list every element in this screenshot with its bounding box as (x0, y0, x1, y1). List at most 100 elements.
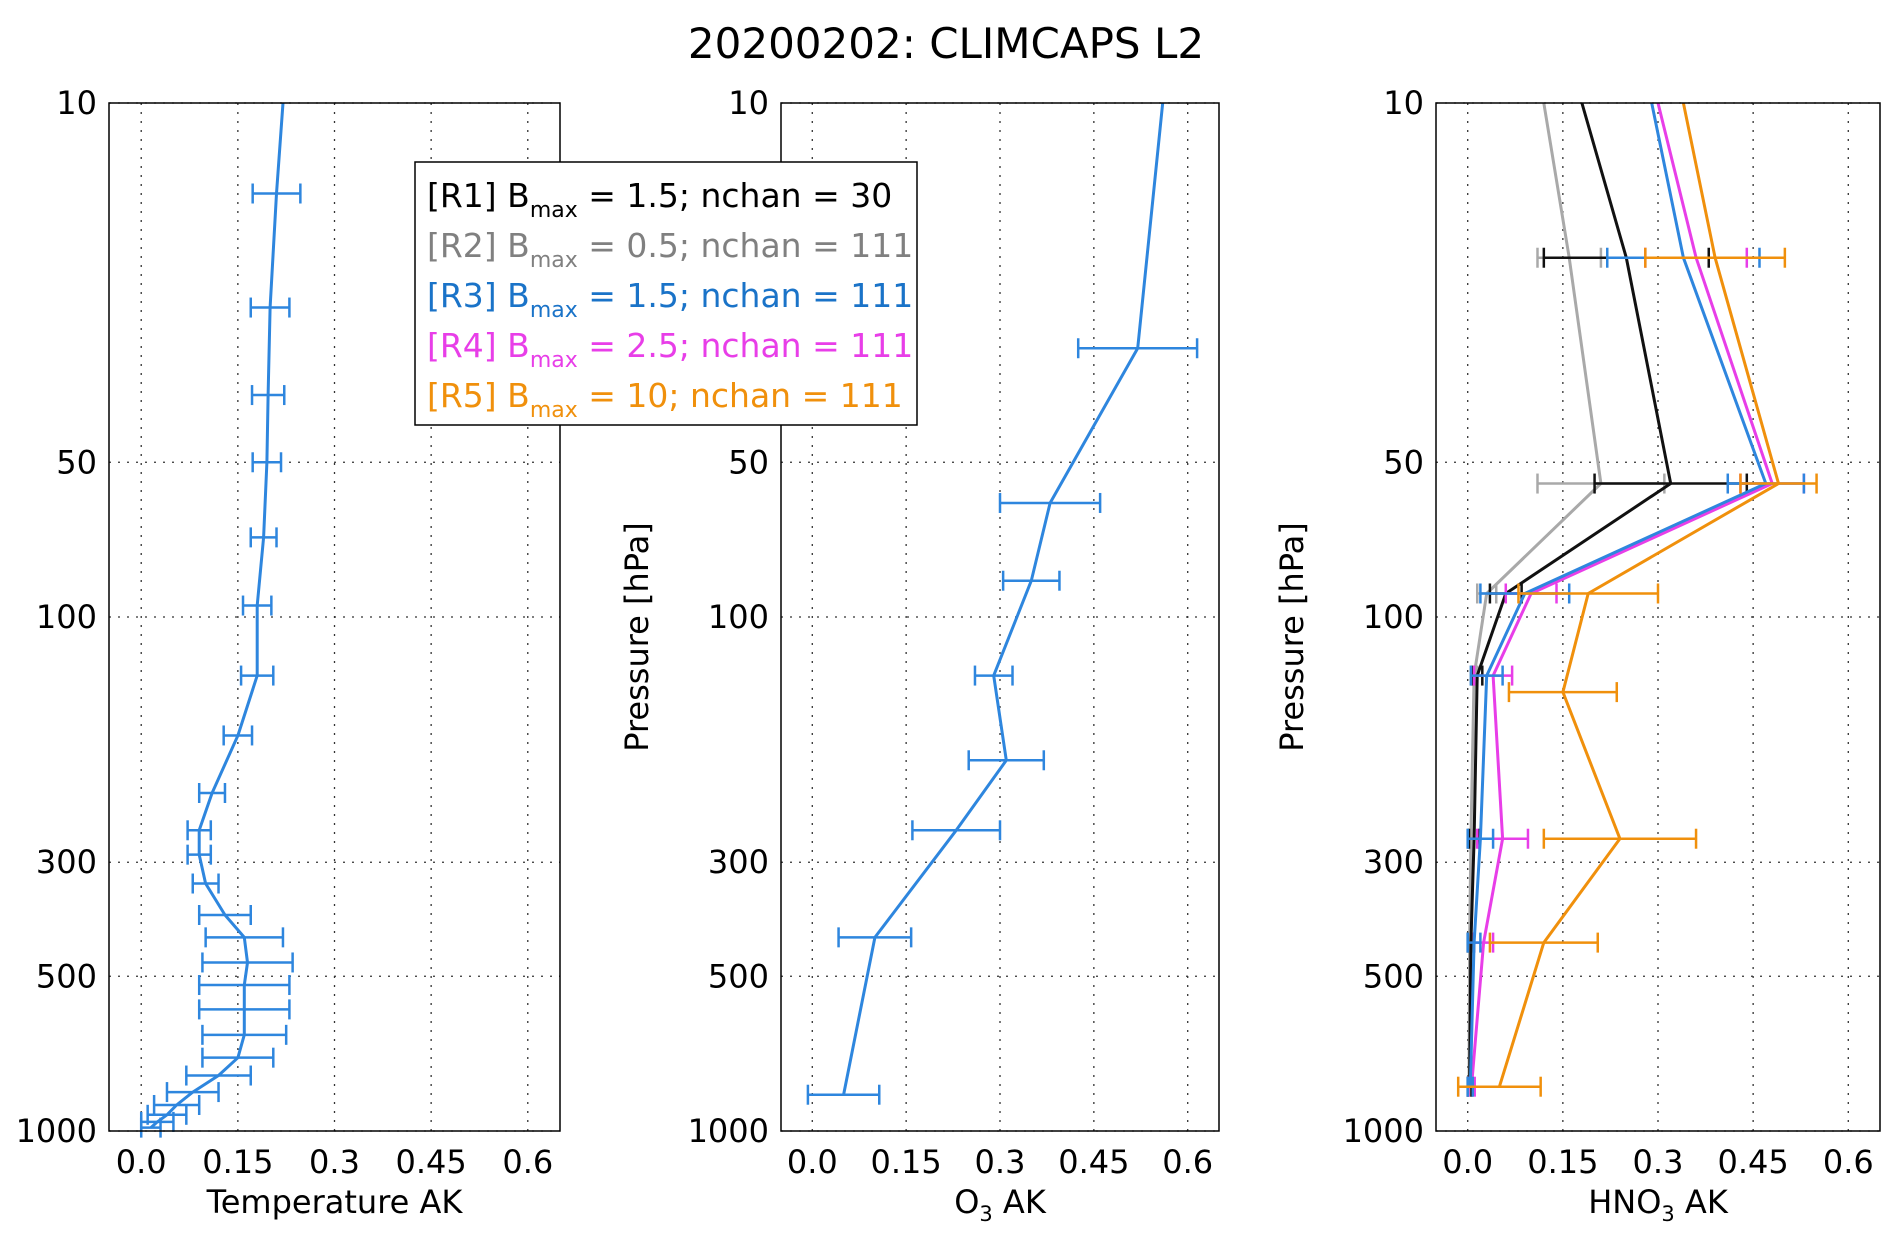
y-tick-label: 50 (1383, 443, 1424, 481)
x-tick-label: 0.6 (502, 1143, 553, 1181)
error-bar (197, 975, 291, 996)
error-bar (1542, 828, 1698, 849)
legend-entry-4: [R4] Bmax = 2.5; nchan = 111 (427, 326, 913, 373)
y-tick-label: 10 (728, 84, 769, 122)
y-tick-label: 100 (708, 598, 769, 636)
legend-entry-prefix: [R3] B (427, 276, 530, 315)
series-line (1470, 102, 1774, 1087)
y-tick-label: 10 (1383, 84, 1424, 122)
x-tick-label: 0.15 (871, 1143, 942, 1181)
x-tick-label: 0.6 (1162, 1143, 1213, 1181)
x-tick-label: 0.45 (1058, 1143, 1129, 1181)
legend-entry-suffix: = 2.5; nchan = 111 (578, 326, 913, 365)
error-bar (1488, 932, 1599, 953)
y-tick-label: 10 (56, 84, 97, 122)
error-bar (201, 952, 294, 973)
y-tick-label: 300 (708, 843, 769, 881)
x-axis-label: HNO3 AK (1588, 1183, 1729, 1226)
panels: 0.0 0.15 0.3 0.45 0.6 10 50 100 300 500 1000 Temper… (16, 84, 1881, 1226)
series-line (1468, 102, 1768, 1087)
x-tick-label: 0.0 (116, 1143, 167, 1181)
series-1 (1466, 102, 1666, 1097)
error-bar (1644, 247, 1787, 268)
legend-entry-1: [R1] Bmax = 1.5; nchan = 30 (427, 176, 892, 223)
series-1 (139, 102, 302, 1138)
y-tick-label: 300 (1363, 843, 1424, 881)
legend-entry-subscript: max (530, 248, 578, 273)
series-1 (806, 102, 1199, 1105)
legend-entry-prefix: [R1] B (427, 176, 530, 215)
y-tick-label: 300 (36, 843, 97, 881)
legend-entry-prefix: [R4] B (427, 326, 530, 365)
error-bar (1076, 338, 1199, 359)
legend-entry-subscript: max (530, 198, 578, 223)
error-bar (1517, 583, 1660, 604)
y-tick-label: 50 (728, 443, 769, 481)
y-tick-label: 500 (708, 957, 769, 995)
error-bar (1739, 473, 1818, 494)
error-bar (186, 844, 213, 865)
y-axis-label: Pressure [hPa] (618, 522, 656, 752)
error-bar (1001, 570, 1061, 591)
x-tick-label: 0.15 (1527, 1143, 1598, 1181)
series-5 (1456, 102, 1818, 1097)
x-tick-label: 0.45 (1718, 1143, 1789, 1181)
error-bar (239, 665, 275, 686)
error-bar (197, 999, 291, 1020)
error-bar (186, 820, 213, 841)
error-bar (152, 1094, 201, 1115)
y-tick-label: 50 (56, 443, 97, 481)
error-bar (249, 297, 291, 318)
error-bar (249, 527, 278, 548)
x-axis-label-main: O (954, 1183, 979, 1221)
error-bar (197, 783, 227, 804)
legend-entry-subscript: max (530, 398, 578, 423)
legend-entry-5: [R5] Bmax = 10; nchan = 111 (427, 376, 903, 423)
x-axis-label: O3 AK (954, 1183, 1047, 1226)
panel-2: 0.0 0.15 0.3 0.45 0.6 10 50 100 300 500 1000 O3 AK P… (618, 84, 1220, 1226)
error-bar (1469, 665, 1504, 686)
x-axis-label-main: Temperature AK (206, 1183, 464, 1221)
legend-entry-prefix: [R5] B (427, 376, 530, 415)
error-bar (998, 492, 1102, 513)
legend-entry-3: [R3] Bmax = 1.5; nchan = 111 (427, 276, 913, 323)
error-bar (201, 1047, 275, 1068)
x-tick-label: 0.3 (975, 1143, 1026, 1181)
error-bar (967, 750, 1046, 771)
legend-entry-suffix: = 10; nchan = 111 (578, 376, 903, 415)
y-tick-label: 100 (1363, 598, 1424, 636)
error-bar (197, 905, 252, 926)
error-bar (250, 385, 286, 406)
legend-entry-prefix: [R2] B (427, 226, 530, 265)
error-bar (204, 927, 285, 948)
y-tick-label: 1000 (688, 1112, 769, 1150)
error-bar (837, 927, 913, 948)
x-axis-label-sub: 3 (1661, 1202, 1674, 1226)
error-bar (911, 820, 1002, 841)
error-bar (165, 1082, 220, 1103)
x-tick-label: 0.3 (309, 1143, 360, 1181)
error-bar (1507, 682, 1619, 703)
error-bar (191, 873, 220, 894)
x-tick-label: 0.45 (396, 1143, 467, 1181)
series-line (1467, 102, 1603, 1087)
x-axis-label: Temperature AK (206, 1183, 464, 1221)
error-bar (222, 725, 254, 746)
x-axis-label-sub: 3 (979, 1202, 992, 1226)
x-axis-label-post: AK (993, 1183, 1047, 1221)
x-tick-label: 0.0 (787, 1143, 838, 1181)
legend-entry-2: [R2] Bmax = 0.5; nchan = 111 (427, 226, 913, 273)
panel-1: 0.0 0.15 0.3 0.45 0.6 10 50 100 300 500 1000 Temper… (16, 84, 561, 1221)
panel-3: 0.0 0.15 0.3 0.45 0.6 10 50 100 300 500 1000 HNO3 A… (1273, 84, 1881, 1226)
y-tick-label: 500 (36, 957, 97, 995)
y-tick-label: 1000 (16, 1112, 97, 1150)
y-tick-label: 1000 (1343, 1112, 1424, 1150)
x-tick-label: 0.0 (1442, 1143, 1493, 1181)
error-bar (139, 1117, 162, 1138)
x-tick-label: 0.6 (1823, 1143, 1874, 1181)
axes-frame (108, 102, 561, 1132)
series-line (149, 102, 285, 1129)
x-axis-label-post: AK (1675, 1183, 1729, 1221)
error-bar (201, 1024, 288, 1045)
